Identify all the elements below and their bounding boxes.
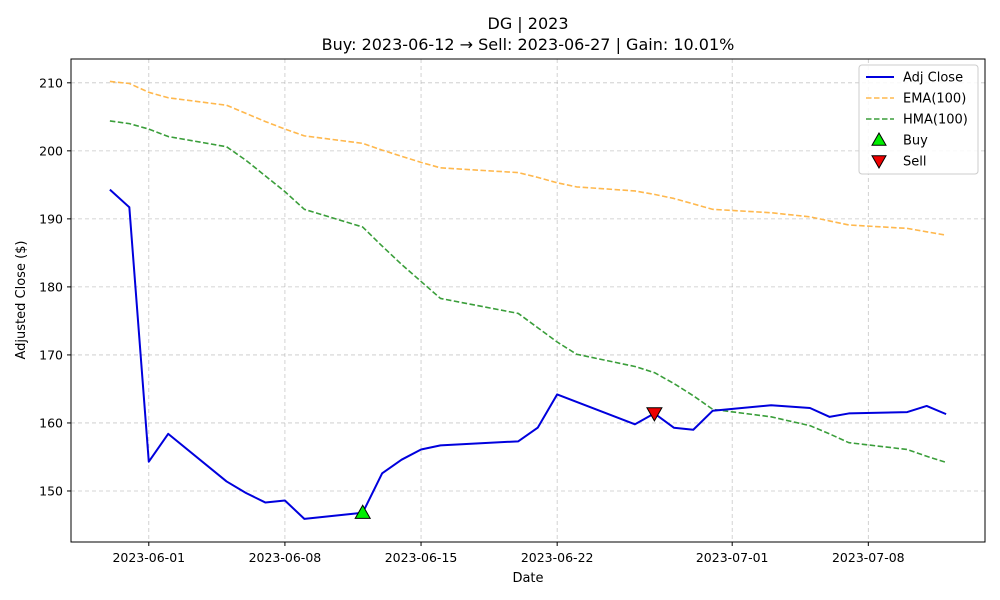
series-line-adj-close bbox=[109, 188, 947, 520]
y-tick-label: 150 bbox=[39, 483, 63, 498]
y-tick-label: 180 bbox=[39, 279, 63, 294]
legend-box bbox=[858, 64, 979, 175]
y-tick-label: 210 bbox=[39, 75, 63, 90]
x-tick-label: 2023-06-22 bbox=[521, 550, 594, 565]
x-tick-label: 2023-06-15 bbox=[385, 550, 458, 565]
legend-label: HMA(100) bbox=[903, 113, 968, 128]
x-tick-label: 2023-07-08 bbox=[832, 550, 905, 565]
x-tick-label: 2023-06-01 bbox=[112, 550, 185, 565]
x-axis: 2023-06-01 2023-06-08 2023-06-15 2023-06-22… bbox=[112, 542, 905, 565]
legend-swatch bbox=[871, 131, 887, 146]
legend-label: EMA(100) bbox=[903, 92, 966, 107]
series-line-ema-100 bbox=[109, 80, 947, 236]
x-tick-label: 2023-07-01 bbox=[696, 550, 769, 565]
plot-frame bbox=[70, 58, 986, 543]
legend-label: Adj Close bbox=[903, 71, 963, 86]
legend-label: Sell bbox=[903, 155, 926, 170]
x-axis-label: Date bbox=[512, 571, 543, 586]
grid bbox=[71, 59, 985, 542]
legend-label: Buy bbox=[903, 134, 928, 149]
series-line-hma-100 bbox=[109, 120, 947, 464]
y-tick-label: 190 bbox=[39, 211, 63, 226]
chart-title: DG | 2023 bbox=[488, 14, 569, 33]
y-tick-label: 170 bbox=[39, 347, 63, 362]
y-axis-label: Adjusted Close ($) bbox=[14, 241, 29, 360]
buy-marker bbox=[354, 504, 372, 519]
sell-marker bbox=[646, 407, 663, 422]
y-tick-label: 160 bbox=[39, 415, 63, 430]
chart-subtitle: Buy: 2023-06-12 → Sell: 2023-06-27 | Gai… bbox=[322, 35, 735, 54]
y-tick-label: 200 bbox=[39, 143, 63, 158]
series-layer bbox=[109, 80, 947, 520]
x-tick-label: 2023-06-08 bbox=[249, 550, 322, 565]
legend: Adj Close EMA(100) HMA(100) Buy Sell bbox=[858, 64, 979, 175]
marker-layer bbox=[354, 407, 663, 519]
legend-swatch bbox=[871, 155, 887, 170]
y-axis: 150 160 170 180 190 200 210 bbox=[39, 75, 71, 498]
